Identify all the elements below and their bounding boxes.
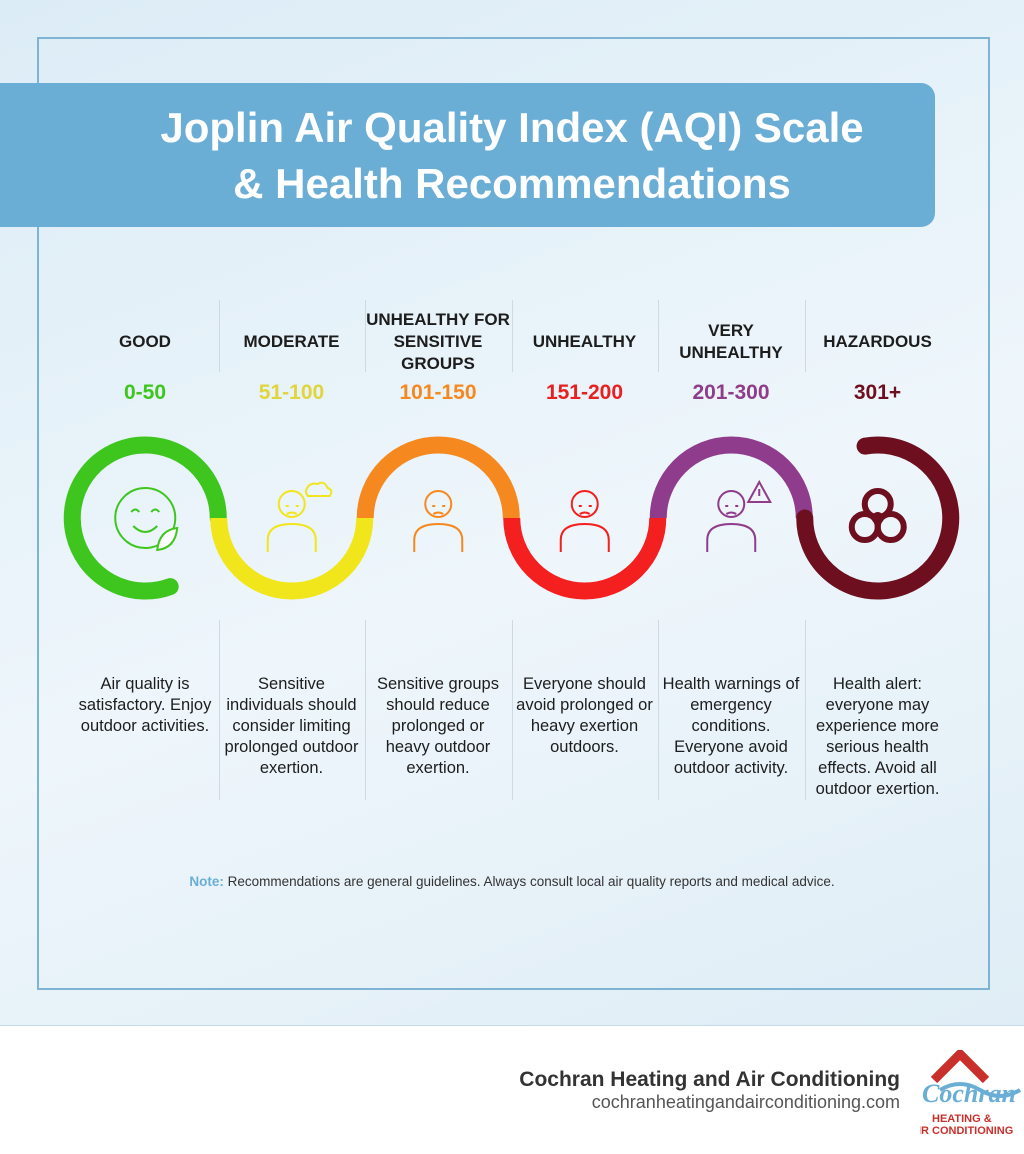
icon xyxy=(130,508,161,533)
level-range: 301+ xyxy=(853,381,902,404)
level-description: Sensitive groups should reduce prolonged… xyxy=(377,675,499,777)
level-description: Everyone should avoid prolonged or heavy… xyxy=(516,675,653,756)
icon xyxy=(706,522,757,552)
divider xyxy=(658,620,659,800)
logo-wave xyxy=(938,1082,1022,1098)
title-line: Joplin Air Quality Index (AQI) Scale xyxy=(160,104,864,151)
icon xyxy=(578,505,592,515)
logo-name: Cochran xyxy=(922,1079,1016,1108)
divider xyxy=(804,300,806,372)
icon xyxy=(413,522,464,552)
company-url: cochranheatingandairconditioning.com xyxy=(591,1092,900,1112)
scale-arc xyxy=(503,517,667,600)
icon xyxy=(156,526,179,552)
level-range: 201-300 xyxy=(692,381,770,404)
logo-text: HEATING & xyxy=(932,1113,992,1125)
icon xyxy=(285,505,299,515)
note-label: Note: xyxy=(189,874,224,889)
level-range: 101-150 xyxy=(399,381,477,404)
logo-text: AIR CONDITIONING xyxy=(920,1125,1013,1137)
title-line: & Health Recommendations xyxy=(233,160,791,207)
divider xyxy=(365,620,366,800)
level-description: Sensitive individuals should consider li… xyxy=(224,675,359,777)
logo: Cochran HEATING & AIR CONDITIONING xyxy=(920,1050,1024,1140)
divider xyxy=(804,620,806,800)
icon xyxy=(559,522,610,552)
divider xyxy=(218,300,220,372)
level-name: UNHEALTHY xyxy=(532,332,637,351)
level-description: Air quality is satisfactory. Enjoy outdo… xyxy=(78,675,212,735)
divider xyxy=(365,300,366,372)
level-name: HAZARDOUS xyxy=(823,332,932,351)
icon xyxy=(725,505,739,515)
scale-arc xyxy=(649,436,813,519)
level-name: VERY UNHEALTHY xyxy=(679,321,783,362)
divider xyxy=(511,300,513,372)
divider xyxy=(658,300,659,372)
icon xyxy=(114,487,177,549)
level-range: 151-200 xyxy=(545,381,624,404)
icon xyxy=(304,481,333,497)
icon xyxy=(746,479,772,503)
level-description: Health warnings of emergency conditions.… xyxy=(662,675,800,777)
icon xyxy=(874,511,907,543)
scale-arc xyxy=(210,517,374,600)
logo-graphic: Cochran HEATING & AIR CONDITIONING xyxy=(920,1050,1022,1137)
company-name: Cochran Heating and Air Conditioning xyxy=(519,1068,900,1091)
level-description: Health alert: everyone may experience mo… xyxy=(815,675,940,798)
icon xyxy=(717,490,746,518)
logo-roof xyxy=(930,1050,990,1084)
level-name: MODERATE xyxy=(243,332,340,351)
frame xyxy=(37,37,990,990)
level-range: 0-50 xyxy=(123,381,167,404)
divider xyxy=(218,620,220,800)
icon xyxy=(570,490,599,518)
level-name: UNHEALTHY FOR SENSITIVE GROUPS xyxy=(366,310,510,373)
title-banner xyxy=(0,83,935,227)
icon xyxy=(266,522,317,552)
scale-arc xyxy=(796,436,960,600)
icon xyxy=(871,512,884,524)
scale-arc xyxy=(63,436,227,600)
divider xyxy=(511,620,513,800)
scale-arc xyxy=(356,436,520,519)
icon xyxy=(432,505,446,515)
note-text: Recommendations are general guidelines. … xyxy=(227,874,835,889)
note: Note: Recommendations are general guidel… xyxy=(0,874,1024,889)
icon xyxy=(424,490,453,518)
level-range: 51-100 xyxy=(258,381,325,404)
level-name: GOOD xyxy=(119,332,171,351)
footer xyxy=(0,1025,1024,1154)
icon xyxy=(277,490,306,518)
